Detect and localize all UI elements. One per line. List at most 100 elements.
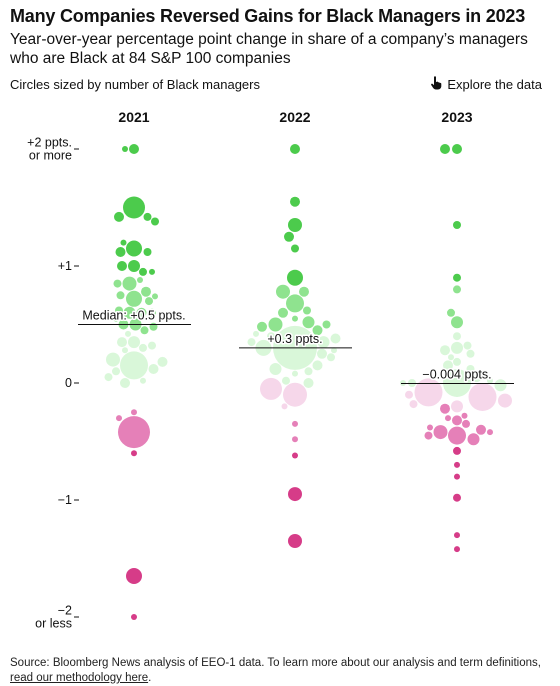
company-circle (322, 320, 331, 329)
chart-subtitle: Year-over-year percentage point change i… (10, 31, 528, 67)
company-circle (140, 377, 146, 384)
company-circle (143, 212, 152, 221)
source-note: Source: Bloomberg News analysis of EEO-1… (10, 656, 550, 686)
company-circle (292, 436, 298, 443)
company-circle (498, 393, 512, 408)
company-circle (283, 382, 307, 407)
pointer-hand-icon (430, 76, 442, 93)
chart-title: Many Companies Reversed Gains for Black … (10, 6, 526, 26)
company-circle (116, 291, 125, 300)
company-circle (433, 425, 448, 440)
y-tick-label: −2 or less (35, 604, 72, 631)
company-circle (440, 345, 450, 356)
company-circle (125, 330, 131, 337)
company-circle (453, 493, 461, 502)
company-circle (269, 363, 282, 375)
company-circle (288, 487, 302, 502)
company-circle (120, 239, 127, 246)
company-circle (140, 326, 149, 335)
company-circle (454, 532, 460, 539)
company-circle (453, 285, 461, 294)
company-circle (106, 352, 120, 367)
company-circle (327, 353, 335, 362)
company-circle (268, 317, 283, 332)
median-label-2023: −0.004 ppts. (422, 367, 491, 381)
company-circle (443, 360, 453, 371)
company-circle (440, 144, 450, 154)
company-circle (288, 534, 302, 548)
company-circle (128, 336, 140, 349)
company-circle (145, 297, 153, 306)
company-circle (120, 351, 148, 380)
company-circle (292, 370, 298, 377)
beeswarm-chart: +2 ppts. or more +1 0 −1 −2 or less 2021 Median:… (27, 109, 514, 631)
company-circle (148, 341, 156, 350)
company-circle (143, 248, 152, 256)
company-circle (122, 146, 128, 152)
company-circle (288, 218, 302, 232)
company-circle (290, 196, 300, 207)
median-label-2021: Median: +0.5 ppts. (82, 309, 185, 323)
company-circle (282, 376, 290, 385)
company-circle (445, 415, 451, 422)
company-circle (303, 378, 314, 388)
company-circle (122, 347, 128, 354)
source-end: . (148, 672, 152, 684)
company-circle (467, 433, 480, 446)
company-circle (405, 390, 413, 399)
company-circle (463, 341, 472, 350)
company-circle (330, 333, 341, 344)
company-circle (409, 400, 418, 409)
company-circle (122, 276, 137, 291)
company-circle (454, 461, 460, 468)
company-circle (453, 273, 461, 282)
company-circle (312, 325, 323, 336)
company-circle (114, 211, 124, 222)
company-circle (440, 403, 450, 414)
company-circle (462, 419, 470, 428)
y-tick-label: 0 (65, 376, 72, 390)
median-label-2022: +0.3 ppts. (267, 332, 322, 346)
company-circle (148, 364, 159, 374)
company-circle (284, 231, 294, 242)
company-circle (126, 568, 142, 584)
company-circle (131, 614, 137, 620)
company-circle (448, 426, 466, 445)
company-circle (131, 409, 137, 416)
company-circle (292, 315, 298, 322)
series-label-2023: 2023 (441, 109, 472, 125)
company-circle (454, 473, 460, 480)
company-circle (129, 144, 139, 154)
company-circle (312, 360, 323, 371)
company-circle (257, 321, 267, 332)
company-circle (152, 293, 158, 300)
explore-data-label: Explore the data (447, 77, 542, 92)
company-circle (126, 290, 142, 307)
company-circle (494, 379, 507, 392)
company-circle (448, 354, 454, 361)
company-circle (139, 343, 147, 352)
company-circle (267, 332, 275, 341)
company-circle (461, 412, 468, 419)
company-circle (303, 306, 311, 315)
methodology-link[interactable]: read our methodology here (10, 672, 149, 684)
source-text: Source: Bloomberg News analysis of EEO-1… (10, 657, 541, 669)
y-tick-label: −1 (58, 493, 72, 507)
company-circle (299, 286, 309, 297)
company-circle (453, 221, 461, 229)
company-circle (137, 277, 143, 283)
company-circle (117, 261, 127, 271)
explore-data-link[interactable]: Explore the data (430, 76, 542, 93)
company-circle (317, 348, 327, 359)
company-circle (141, 286, 151, 297)
company-circle (117, 337, 127, 348)
company-circle (291, 244, 299, 253)
company-circle (414, 378, 443, 407)
company-circle (466, 349, 475, 358)
company-circle (276, 284, 290, 299)
y-tick-label: +2 ppts. or more (27, 136, 72, 163)
company-circle (148, 308, 156, 317)
company-circle (468, 383, 497, 411)
company-circle (292, 420, 298, 427)
company-circle (260, 377, 282, 400)
